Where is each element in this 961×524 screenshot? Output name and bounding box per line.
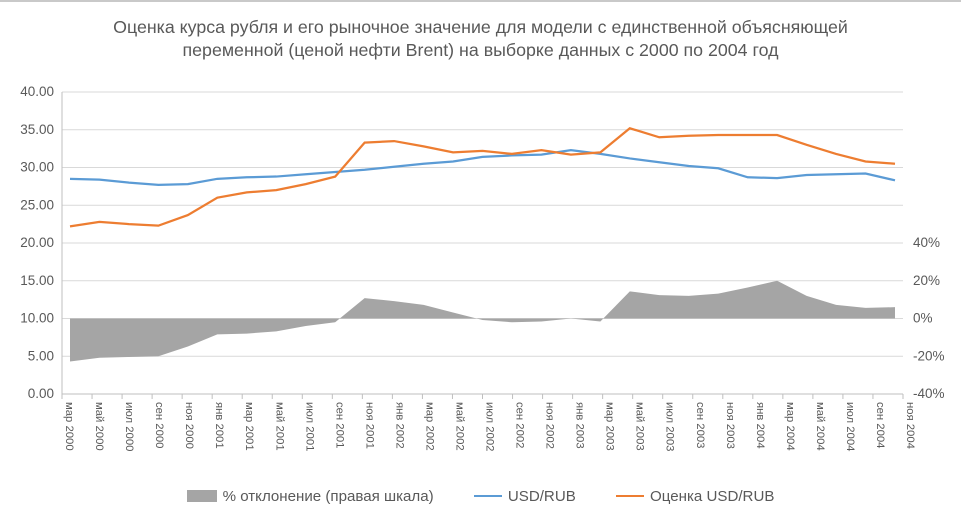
svg-text:мар 2000: мар 2000 bbox=[63, 402, 75, 451]
svg-text:ноя 2002: ноя 2002 bbox=[544, 402, 556, 449]
svg-text:сен 2000: сен 2000 bbox=[153, 402, 165, 448]
svg-text:мар 2003: мар 2003 bbox=[604, 402, 616, 451]
svg-text:35.00: 35.00 bbox=[20, 122, 54, 137]
svg-text:май 2001: май 2001 bbox=[273, 402, 285, 451]
svg-text:0%: 0% bbox=[913, 311, 933, 326]
svg-text:ноя 2004: ноя 2004 bbox=[904, 402, 916, 449]
svg-text:сен 2004: сен 2004 bbox=[874, 402, 886, 448]
svg-text:сен 2002: сен 2002 bbox=[514, 402, 526, 448]
svg-text:-40%: -40% bbox=[913, 386, 945, 401]
svg-text:40%: 40% bbox=[913, 235, 940, 250]
svg-text:янв 2004: янв 2004 bbox=[754, 402, 766, 449]
svg-text:30.00: 30.00 bbox=[20, 160, 54, 175]
svg-text:май 2003: май 2003 bbox=[634, 402, 646, 451]
svg-text:июл 2000: июл 2000 bbox=[123, 402, 135, 451]
svg-text:июл 2001: июл 2001 bbox=[303, 402, 315, 451]
svg-text:сен 2003: сен 2003 bbox=[694, 402, 706, 448]
svg-text:15.00: 15.00 bbox=[20, 273, 54, 288]
svg-text:5.00: 5.00 bbox=[28, 348, 54, 363]
svg-text:июл 2004: июл 2004 bbox=[844, 402, 856, 451]
svg-text:май 2002: май 2002 bbox=[453, 402, 465, 451]
svg-text:-20%: -20% bbox=[913, 348, 945, 363]
svg-text:мар 2004: мар 2004 bbox=[784, 402, 796, 451]
svg-text:мар 2001: мар 2001 bbox=[243, 402, 255, 451]
svg-text:май 2000: май 2000 bbox=[93, 402, 105, 451]
svg-text:июл 2003: июл 2003 bbox=[664, 402, 676, 451]
svg-text:0.00: 0.00 bbox=[28, 386, 54, 401]
svg-text:ноя 2001: ноя 2001 bbox=[363, 402, 375, 449]
svg-text:ноя 2003: ноя 2003 bbox=[724, 402, 736, 449]
svg-text:40.00: 40.00 bbox=[20, 84, 54, 99]
svg-text:20%: 20% bbox=[913, 273, 940, 288]
svg-text:25.00: 25.00 bbox=[20, 197, 54, 212]
svg-text:май 2004: май 2004 bbox=[814, 402, 826, 451]
svg-text:20.00: 20.00 bbox=[20, 235, 54, 250]
svg-text:10.00: 10.00 bbox=[20, 311, 54, 326]
svg-text:мар 2002: мар 2002 bbox=[423, 402, 435, 451]
svg-text:июл 2002: июл 2002 bbox=[484, 402, 496, 451]
svg-text:янв 2002: янв 2002 bbox=[393, 402, 405, 449]
svg-text:янв 2001: янв 2001 bbox=[213, 402, 225, 449]
svg-text:янв 2003: янв 2003 bbox=[574, 402, 586, 449]
svg-text:ноя 2000: ноя 2000 bbox=[183, 402, 195, 449]
svg-text:сен 2001: сен 2001 bbox=[333, 402, 345, 448]
